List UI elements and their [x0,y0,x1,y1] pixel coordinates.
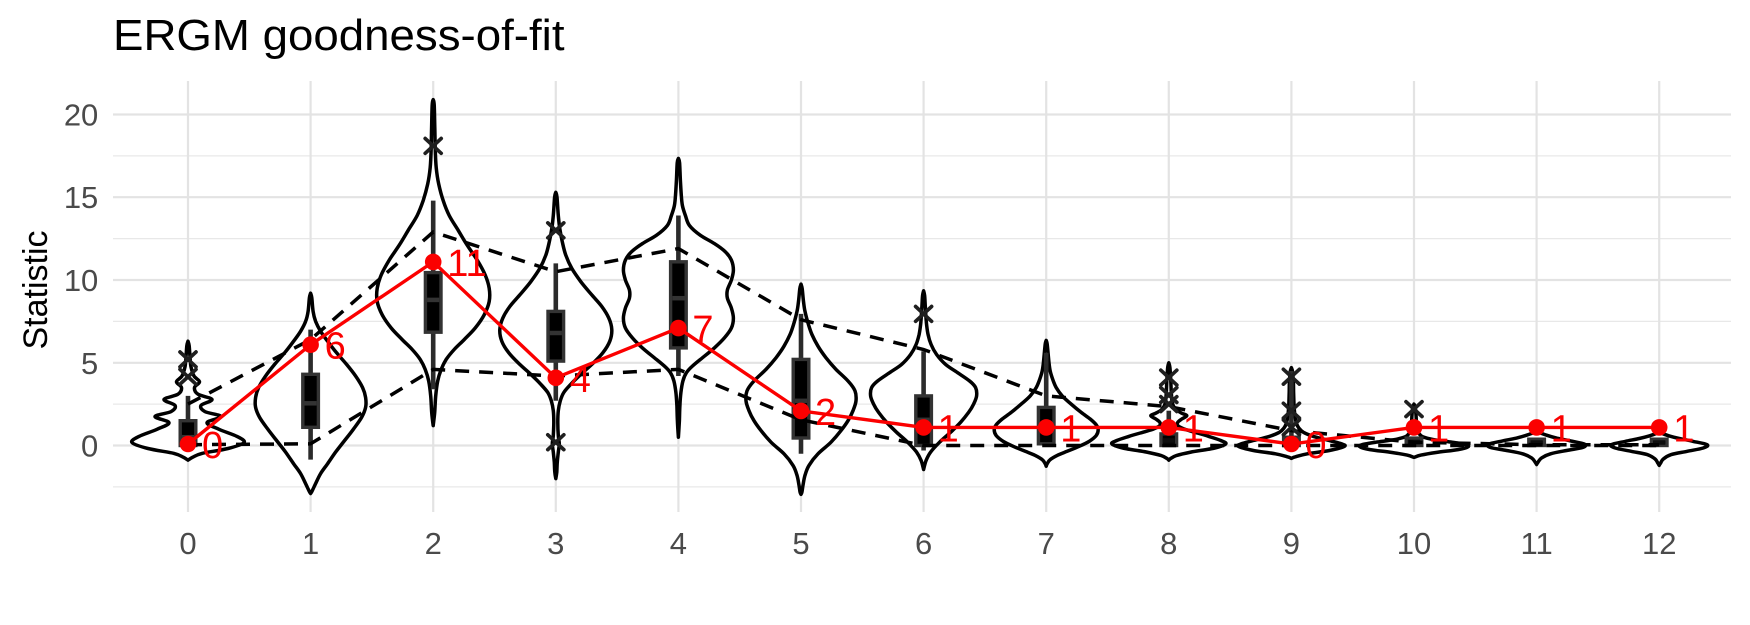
svg-text:11: 11 [1521,526,1553,561]
svg-text:11: 11 [447,243,486,285]
svg-text:20: 20 [64,98,98,133]
svg-text:5: 5 [792,526,809,561]
svg-text:1: 1 [1060,408,1081,450]
svg-text:1: 1 [938,408,959,450]
svg-text:4: 4 [670,526,687,561]
svg-text:1: 1 [1673,408,1694,450]
svg-text:6: 6 [325,326,346,368]
svg-text:2: 2 [815,392,836,434]
svg-text:15: 15 [64,180,98,215]
svg-text:12: 12 [1642,526,1676,561]
svg-text:8: 8 [1160,526,1177,561]
svg-text:1: 1 [1183,408,1204,450]
svg-text:1: 1 [1428,408,1449,450]
svg-text:10: 10 [64,263,98,298]
svg-text:6: 6 [915,526,932,561]
svg-text:7: 7 [692,309,713,351]
svg-text:2: 2 [425,526,442,561]
svg-text:0: 0 [179,526,196,561]
svg-text:7: 7 [1038,526,1055,561]
svg-text:9: 9 [1283,526,1300,561]
svg-text:0: 0 [1305,425,1326,467]
svg-text:10: 10 [1397,526,1431,561]
svg-text:0: 0 [202,425,223,467]
svg-text:ERGM goodness-of-fit: ERGM goodness-of-fit [113,12,565,60]
svg-text:5: 5 [81,346,98,381]
svg-text:Statistic: Statistic [17,230,55,349]
svg-text:1: 1 [1551,408,1572,450]
svg-text:1: 1 [302,526,319,561]
svg-text:4: 4 [570,359,591,401]
svg-text:0: 0 [81,429,98,464]
svg-text:3: 3 [547,526,564,561]
